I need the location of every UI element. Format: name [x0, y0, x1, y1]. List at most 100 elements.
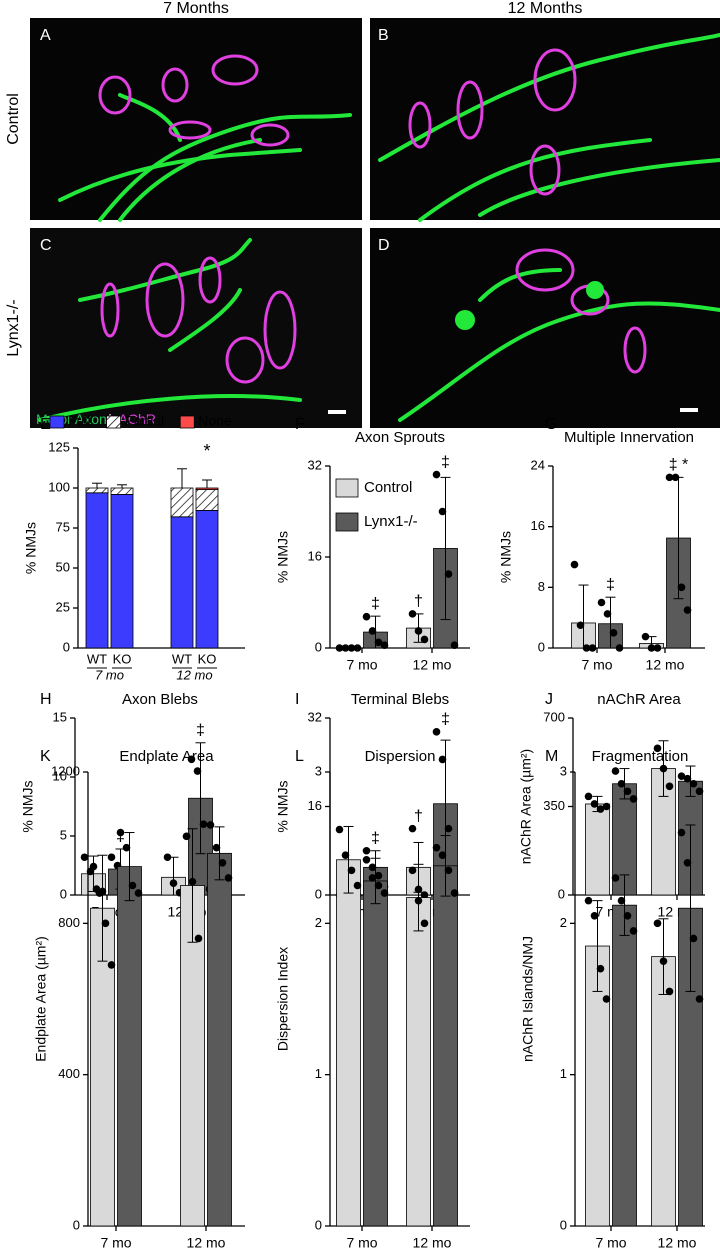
y-tick-label: 75 [56, 519, 70, 534]
data-point [408, 610, 417, 618]
panel-letter: C [40, 237, 52, 254]
panel-letter: I [295, 691, 299, 708]
data-point [374, 881, 383, 890]
y-tick-label: 0 [558, 886, 565, 901]
y-tick-label: 0 [60, 886, 67, 901]
data-point [194, 934, 203, 943]
bar-segment [195, 489, 219, 511]
data-point [444, 866, 453, 875]
y-tick-label: 50 [56, 559, 70, 574]
image-panel [30, 228, 362, 428]
legend-swatch [335, 512, 359, 532]
y-axis-label: % NMJs [275, 780, 291, 832]
bar-segment [195, 509, 219, 649]
micrographs: A B C D 7 Months 12 Months Control Lynx1… [5, 0, 720, 428]
significance-mark: ‡ [606, 576, 615, 593]
data-point [335, 825, 344, 834]
y-tick-label: 2 [560, 915, 567, 930]
data-point [617, 896, 626, 905]
data-point [653, 919, 662, 928]
data-point [128, 881, 137, 890]
data-point [374, 638, 383, 647]
scale-bar [328, 410, 346, 414]
x-group-label: 12 mo [176, 667, 212, 682]
row-label: Control [5, 93, 22, 145]
significance-mark: ‡ [196, 722, 205, 739]
scale-bar [680, 408, 698, 412]
bar-segment [170, 487, 194, 518]
data-point [653, 644, 662, 652]
data-point [677, 772, 686, 780]
data-point [689, 934, 698, 943]
y-tick-label: 10 [53, 768, 67, 783]
y-tick-label: 2 [315, 915, 322, 930]
data-point [380, 641, 389, 649]
axon-decoration [38, 33, 720, 422]
data-point [611, 874, 620, 882]
data-point [617, 779, 626, 788]
y-tick-label: 0 [538, 639, 545, 654]
y-tick-label: 16 [531, 518, 545, 533]
legend-label: Lynx1-/- [364, 513, 418, 530]
data-point [80, 853, 89, 862]
data-point [450, 641, 459, 649]
data-point [212, 843, 221, 852]
bar [207, 852, 232, 1227]
bar [651, 956, 676, 1227]
significance-mark: * [203, 441, 210, 461]
y-tick-label: 16 [308, 798, 322, 813]
data-point [611, 767, 620, 775]
data-point [590, 800, 599, 808]
data-point [206, 821, 215, 829]
column-header: 12 Months [508, 0, 583, 17]
y-tick-label: 350 [543, 798, 565, 813]
x-tick-label: WT [87, 651, 107, 666]
data-point [169, 879, 178, 887]
x-tick-label: 7 mo [346, 1235, 377, 1251]
receptor-decoration [98, 48, 647, 384]
data-point [641, 632, 650, 641]
chart-title: Axon Sprouts [355, 429, 445, 446]
data-point [432, 470, 441, 479]
chart-title: Terminal Blebs [351, 691, 449, 708]
data-point [107, 853, 116, 862]
y-tick-label: 24 [531, 457, 545, 472]
chart-title: Endplate Area [119, 748, 214, 765]
y-axis-label: nAChR Islands/NMJ [520, 936, 536, 1062]
data-point [597, 598, 606, 607]
data-point [647, 644, 656, 652]
data-point [695, 995, 704, 1003]
bar [406, 897, 431, 1227]
data-point [623, 911, 632, 920]
x-tick-label: WT [172, 651, 192, 666]
y-tick-label: 8 [538, 579, 545, 594]
significance-mark: † [414, 593, 423, 610]
y-axis-label: % NMJs [498, 531, 514, 583]
legend-label: Full [68, 413, 91, 429]
data-point [199, 820, 208, 828]
y-axis-label: Dispersion Index [275, 947, 291, 1051]
data-point [683, 774, 692, 783]
data-point [193, 767, 202, 775]
data-point [659, 957, 668, 965]
bar-segment [110, 487, 134, 495]
bar [336, 859, 361, 1227]
x-tick-label: KO [198, 651, 217, 666]
significance-mark: ‡ [441, 711, 450, 728]
panel-letter: E [40, 416, 51, 433]
data-point [659, 764, 668, 773]
data-point [450, 889, 459, 897]
data-point [603, 610, 612, 618]
data-point [362, 846, 371, 855]
data-point [368, 627, 377, 635]
data-point [444, 570, 453, 578]
legend-swatch [335, 478, 359, 498]
data-point [362, 612, 371, 621]
panel-letter: B [378, 27, 389, 44]
data-point [582, 644, 591, 652]
y-tick-label: 0 [63, 639, 70, 654]
x-tick-label: 7 mo [581, 657, 612, 673]
panel-letter: L [295, 748, 304, 765]
data-point [414, 627, 423, 635]
data-point [576, 621, 585, 630]
